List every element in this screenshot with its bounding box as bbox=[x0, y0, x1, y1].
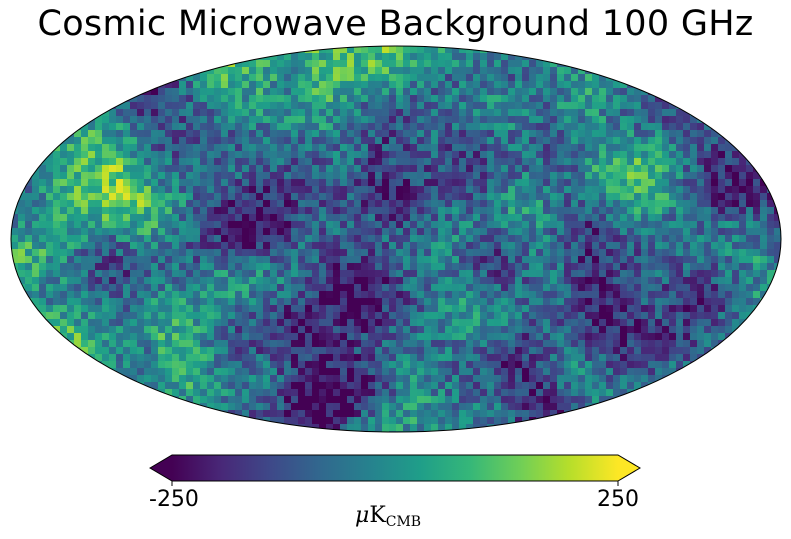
unit-subscript: CMB bbox=[385, 514, 422, 530]
colorbar-min-label: -250 bbox=[149, 487, 199, 512]
colorbar-max-label: 250 bbox=[597, 487, 639, 512]
mollweide-outline bbox=[10, 45, 782, 433]
colorbar-gradient bbox=[172, 455, 618, 481]
colorbar-extend-max bbox=[618, 455, 640, 481]
colorbar-unit-label: μKCMB bbox=[355, 503, 421, 530]
unit-main: K bbox=[369, 503, 386, 528]
colorbar-extend-min bbox=[150, 455, 172, 481]
mollweide-map-pixels bbox=[11, 46, 781, 432]
unit-prefix: μ bbox=[355, 503, 370, 528]
colorbar bbox=[149, 454, 641, 486]
map-title: Cosmic Microwave Background 100 GHz bbox=[37, 4, 754, 44]
